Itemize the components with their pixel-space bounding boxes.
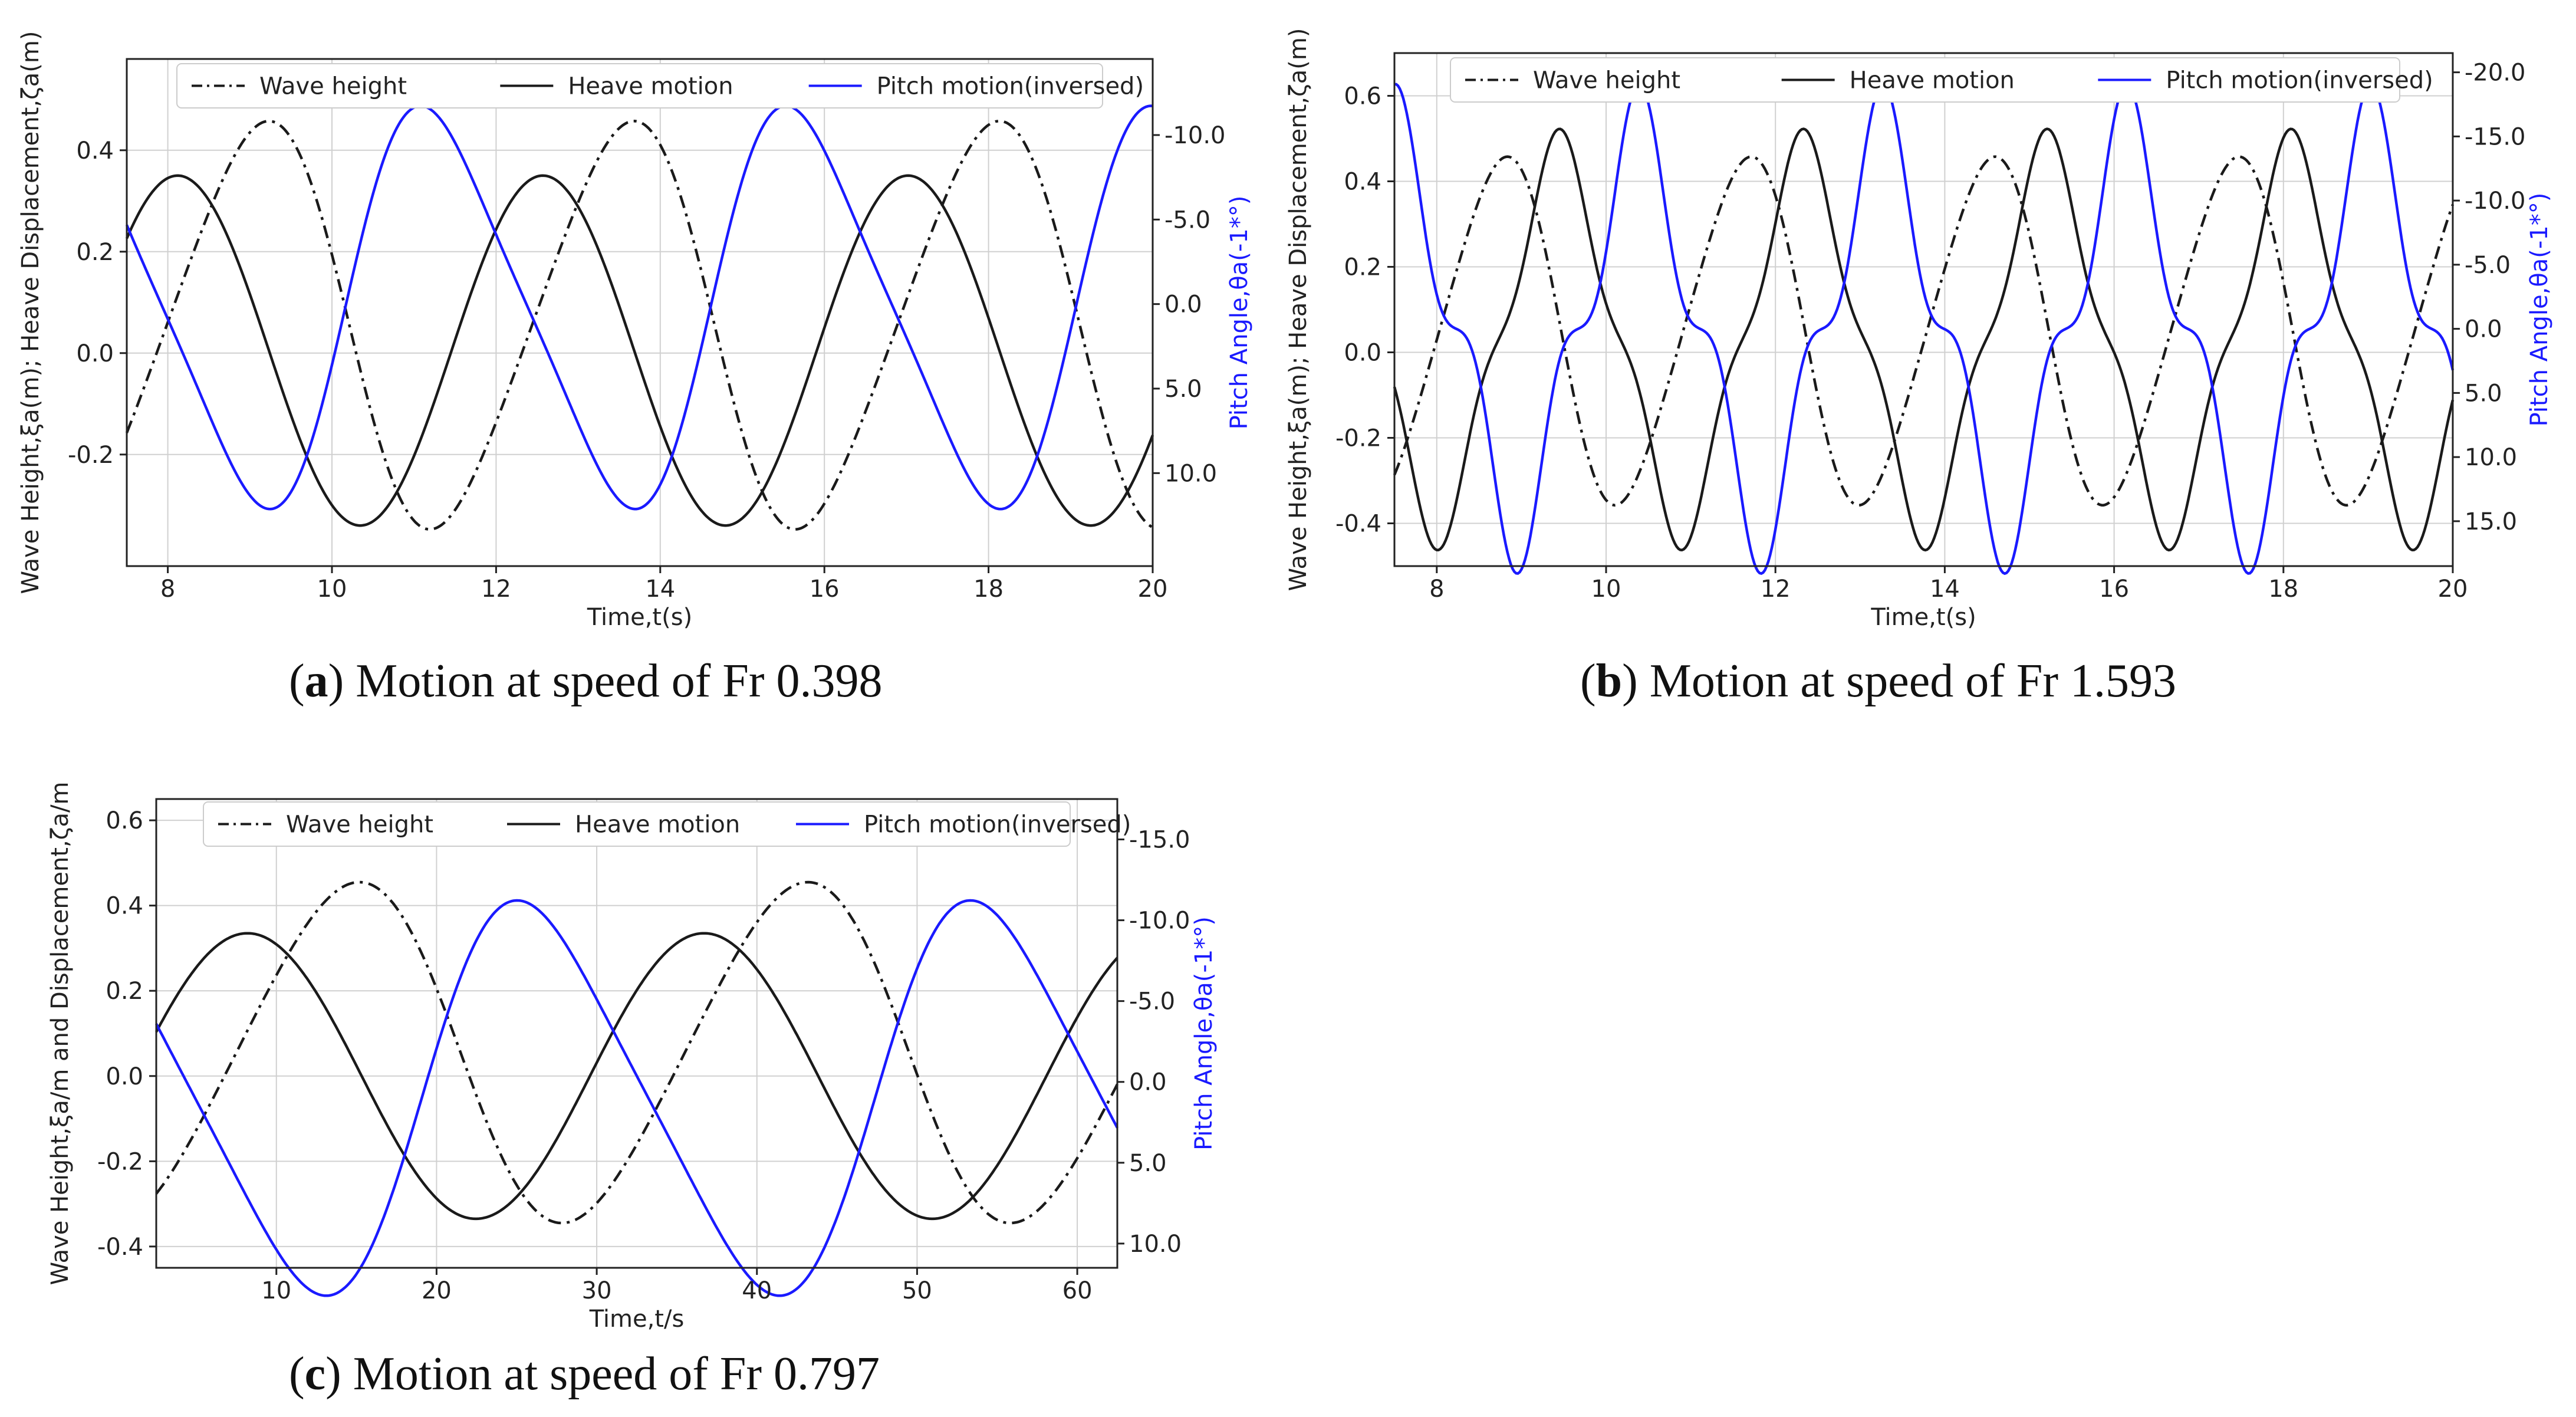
legend-box [203, 801, 1071, 847]
x-tick-label: 10 [317, 576, 347, 603]
y2-tick-label: 0.0 [2465, 316, 2502, 343]
wave-height-line [1393, 155, 2455, 507]
chart-panel-c: -0.4 -0.2 0.0 0.2 0.4 0.6 -15.0 -10.0 -5.0 0.0 5.… [47, 782, 1218, 1333]
x-tick-label: 18 [973, 576, 1004, 603]
y2-tick-label: 10.0 [1129, 1231, 1182, 1258]
x-tick-label: 14 [645, 576, 675, 603]
legend-heave-label: Heave motion [568, 73, 733, 100]
y2-tick-label: -15.0 [2465, 123, 2526, 150]
legend-heave-label: Heave motion [1850, 67, 2015, 94]
y2-tick-label: -10.0 [1129, 908, 1190, 935]
heave-motion-line [1393, 127, 2455, 552]
y2-tick-label: -20.0 [2465, 60, 2526, 87]
y-axis-label: Wave Height,ξa(m); Heave Displacement,ζa… [17, 31, 44, 594]
y2-tick-label: 10.0 [2465, 444, 2517, 471]
caption-a: (a) Motion at speed of Fr 0.398 [289, 655, 883, 707]
x-tick-label: 8 [160, 576, 175, 603]
y2-tick-label: -5.0 [1129, 988, 1175, 1015]
legend-heave-label: Heave motion [575, 811, 740, 839]
legend: Wave height Heave motion Pitch motion(in… [1450, 57, 2433, 103]
y-tick-label: -0.4 [1335, 511, 1381, 538]
caption-b: (b) Motion at speed of Fr 1.593 [1580, 655, 2177, 707]
chart-panel-a: -0.2 0.0 0.2 0.4 -10.0 -5.0 0.0 5.0 10.0 8 10 12 1… [17, 31, 1253, 631]
y-tick-label: 0.2 [76, 239, 114, 266]
x-tick-label: 20 [1138, 576, 1168, 603]
y-tick-label: 0.2 [1344, 254, 1381, 281]
wave-height-line [125, 120, 1154, 531]
pitch-motion-line [125, 104, 1153, 511]
x-tick-label: 8 [1429, 576, 1444, 603]
y-tick-label: 0.0 [76, 340, 114, 367]
x-tick-label: 20 [2438, 576, 2468, 603]
y2-tick-label: 5.0 [1164, 376, 1202, 403]
legend-wave-label: Wave height [259, 73, 407, 100]
y-tick-label: 0.4 [106, 893, 143, 920]
y-tick-label: -0.4 [97, 1234, 143, 1261]
legend-pitch-label: Pitch motion(inversed) [2166, 67, 2433, 94]
y2-tick-label: -10.0 [1164, 122, 1226, 149]
y-tick-label: 0.6 [1344, 83, 1381, 110]
y-tick-label: -0.2 [68, 442, 114, 469]
heave-motion-line [125, 174, 1154, 527]
legend-pitch-label: Pitch motion(inversed) [877, 73, 1144, 100]
x-tick-label: 12 [481, 576, 511, 603]
x-axis-label: Time,t(s) [1870, 604, 1976, 631]
y2-tick-label: -10.0 [2465, 188, 2526, 215]
x-axis-label: Time,t/s [589, 1306, 685, 1333]
legend-wave-label: Wave height [1533, 67, 1680, 94]
caption-c: (c) Motion at speed of Fr 0.797 [289, 1348, 880, 1400]
heave-motion-line [155, 932, 1118, 1221]
y-tick-label: 0.6 [106, 807, 143, 834]
x-tick-label: 20 [422, 1277, 452, 1304]
y-axis-label: Wave Height,ξa/m and Displacement,ζa/m [47, 782, 74, 1286]
x-tick-label: 16 [810, 576, 840, 603]
wave-height-line [155, 880, 1119, 1225]
x-tick-label: 60 [1062, 1277, 1093, 1304]
y-tick-label: 0.4 [76, 137, 114, 165]
y-tick-label: -0.2 [1335, 425, 1381, 452]
pitch-motion-line [155, 899, 1118, 1297]
legend: Wave height Heave motion Pitch motion(in… [203, 801, 1131, 847]
y2-tick-label: -5.0 [2465, 252, 2511, 279]
y2-tick-label: 0.0 [1129, 1069, 1167, 1096]
x-tick-label: 10 [261, 1277, 291, 1304]
legend-wave-label: Wave height [286, 811, 433, 839]
x-tick-label: 40 [742, 1277, 772, 1304]
legend-pitch-label: Pitch motion(inversed) [864, 811, 1131, 839]
y2-axis-label: Pitch Angle,θa(-1*°) [1190, 916, 1218, 1150]
y2-tick-label: -15.0 [1129, 827, 1190, 854]
x-tick-label: 12 [1761, 576, 1791, 603]
y-tick-label: 0.2 [106, 978, 143, 1005]
y2-tick-label: -5.0 [1164, 206, 1210, 234]
plot-frame [126, 58, 1154, 567]
y-tick-label: 0.4 [1344, 169, 1381, 196]
y-axis-label: Wave Height,ξa(m); Heave Displacement,ζa… [1285, 28, 1312, 591]
pitch-motion-line [1394, 83, 2455, 576]
chart-panel-b: -0.4 -0.2 0.0 0.2 0.4 0.6 -20.0 -15.0 -10.0 -5.0… [1285, 28, 2553, 631]
x-axis-label: Time,t(s) [587, 604, 692, 631]
y2-axis-label: Pitch Angle,θa(-1*°) [1226, 196, 1253, 430]
x-tick-label: 30 [582, 1277, 612, 1304]
plot-frame [155, 798, 1118, 1269]
x-tick-label: 10 [1591, 576, 1621, 603]
legend: Wave height Heave motion Pitch motion(in… [176, 63, 1144, 109]
y-tick-label: 0.0 [106, 1063, 143, 1090]
y2-tick-label: 5.0 [2465, 380, 2502, 407]
x-tick-label: 18 [2268, 576, 2298, 603]
x-tick-label: 16 [2099, 576, 2129, 603]
y2-axis-label: Pitch Angle,θa(-1*°) [2526, 193, 2553, 427]
x-tick-label: 50 [902, 1277, 932, 1304]
y2-tick-label: 10.0 [1164, 460, 1217, 487]
y2-tick-label: 0.0 [1164, 291, 1202, 318]
y-tick-label: -0.2 [97, 1148, 143, 1175]
x-tick-label: 14 [1930, 576, 1960, 603]
plot-frame [1393, 52, 2454, 567]
y2-tick-label: 15.0 [2465, 508, 2517, 535]
legend-box [1450, 57, 2400, 103]
legend-box [176, 63, 1103, 109]
y2-tick-label: 5.0 [1129, 1150, 1167, 1177]
y-tick-label: 0.0 [1344, 340, 1381, 367]
